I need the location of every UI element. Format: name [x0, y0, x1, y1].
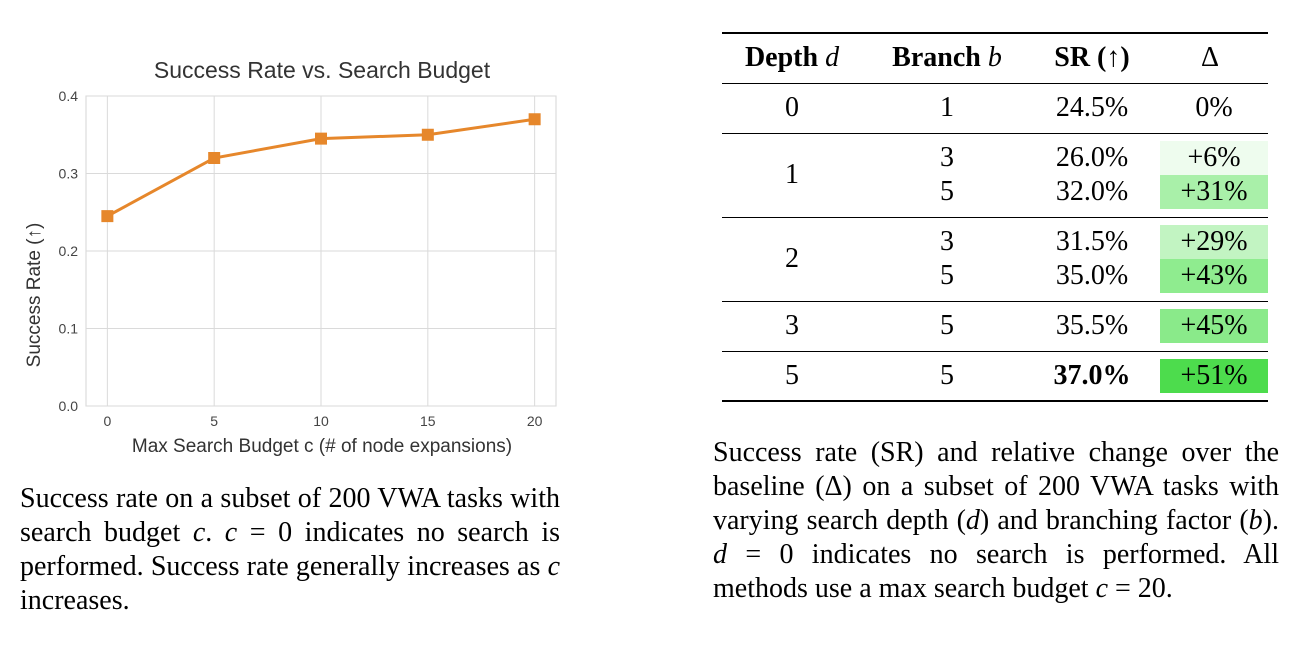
y-tick-label: 0.2 — [59, 243, 79, 259]
cell-depth: 3 — [722, 301, 862, 352]
x-tick-label: 20 — [527, 413, 543, 429]
right-caption-var-b: b — [1248, 505, 1263, 536]
x-tick-label: 0 — [103, 413, 111, 429]
chart-grid — [85, 95, 557, 407]
cell-branch: 1 — [862, 83, 1032, 134]
sr-value: 35.0% — [1055, 260, 1129, 291]
right-caption-var-d: d — [965, 505, 980, 536]
branch-value: 5 — [940, 260, 954, 291]
cell-branch: 5 — [862, 301, 1032, 352]
success-rate-chart: Success Rate vs. Search Budget 0.0 0.1 0.2… — [24, 57, 557, 457]
header-branch-label: Branch — [892, 42, 981, 74]
sr-value: 37.0% — [1053, 359, 1131, 391]
cell-depth: 5 — [722, 351, 862, 402]
delta-value: +6% — [1160, 141, 1268, 175]
branch-value: 5 — [940, 310, 954, 341]
table-row: 3 5 35.5% +45% — [722, 301, 1268, 352]
right-caption-text: ) and branching factor ( — [979, 505, 1249, 536]
cell-sr: 24.5% — [1032, 83, 1152, 134]
branch-value: 5 — [940, 359, 954, 391]
left-caption-text: = 0 indicates no search is performed. Su… — [20, 517, 560, 582]
y-tick-label: 0.3 — [59, 166, 79, 182]
data-point-marker — [528, 113, 541, 126]
right-caption: Success rate (SR) and relative change ov… — [713, 436, 1279, 606]
delta-value: 0% — [1160, 91, 1268, 125]
sr-value: 24.5% — [1055, 92, 1129, 123]
x-tick-label: 10 — [313, 413, 329, 429]
sr-value: 32.0% — [1055, 176, 1129, 207]
cell-sr: 35.5% — [1032, 301, 1152, 352]
right-caption-text: ). — [1262, 505, 1279, 536]
right-caption-text: = 0 indicates no search is performed. Al… — [713, 539, 1279, 604]
data-point-marker — [421, 128, 434, 141]
cell-sr: 26.0% 32.0% — [1032, 133, 1152, 218]
table-header-row: Depth d Branch b SR (↑) Δ — [722, 32, 1268, 84]
x-tick-label: 5 — [210, 413, 218, 429]
cell-delta: 0% — [1152, 83, 1268, 134]
cell-sr: 37.0% — [1032, 351, 1152, 402]
cell-depth: 1 — [722, 133, 862, 218]
delta-value: +43% — [1160, 259, 1268, 293]
branch-value: 5 — [940, 176, 954, 207]
left-caption-var-c: c — [547, 551, 560, 582]
table-row: 2 3 5 31.5% 35.0% +29% +43% — [722, 217, 1268, 302]
delta-value: +45% — [1160, 309, 1268, 343]
sr-value: 31.5% — [1055, 226, 1129, 257]
table-row: 1 3 5 26.0% 32.0% +6% +31% — [722, 133, 1268, 218]
x-axis-ticks: 0 5 10 15 20 — [103, 413, 542, 429]
cell-sr: 31.5% 35.0% — [1032, 217, 1152, 302]
branch-value: 3 — [940, 226, 954, 257]
right-caption-var-c: c — [1095, 573, 1108, 604]
cell-branch: 5 — [862, 351, 1032, 402]
header-depth-label: Depth — [744, 42, 819, 74]
results-table: Depth d Branch b SR (↑) Δ 0 1 24.5% 0% 1 3 5 26… — [722, 32, 1268, 402]
data-point-marker — [315, 132, 327, 145]
header-depth: Depth d — [722, 32, 862, 84]
table-row: 5 5 37.0% +51% — [722, 351, 1268, 402]
cell-delta: +45% — [1152, 301, 1268, 352]
delta-value: +51% — [1160, 358, 1268, 393]
left-caption-text: increases. — [20, 585, 130, 616]
sr-value: 26.0% — [1055, 142, 1129, 173]
left-caption-text: Success rate on a subset of 200 VWA task… — [20, 483, 560, 548]
left-caption-var-c: c — [224, 517, 238, 548]
header-sr: SR (↑) — [1032, 32, 1152, 84]
right-caption-text: Success rate (SR) and relative change ov… — [713, 437, 1279, 536]
y-tick-label: 0.4 — [59, 88, 79, 104]
header-branch: Branch b — [862, 32, 1032, 84]
right-caption-var-d: d — [713, 539, 727, 570]
right-caption-text: = 20. — [1108, 573, 1173, 604]
cell-depth: 2 — [722, 217, 862, 302]
y-axis-label: Success Rate (↑) — [24, 223, 45, 368]
delta-value: +29% — [1160, 225, 1268, 259]
x-axis-label: Max Search Budget c (# of node expansion… — [132, 436, 512, 457]
y-tick-label: 0.0 — [59, 398, 79, 414]
sr-value: 35.5% — [1055, 310, 1129, 341]
cell-depth: 0 — [722, 83, 862, 134]
branch-value: 1 — [940, 92, 954, 123]
cell-delta: +29% +43% — [1152, 217, 1268, 302]
table-row: 0 1 24.5% 0% — [722, 83, 1268, 134]
cell-delta: +6% +31% — [1152, 133, 1268, 218]
left-caption-var-c: c — [192, 517, 206, 548]
chart-title: Success Rate vs. Search Budget — [154, 57, 491, 83]
cell-delta: +51% — [1152, 351, 1268, 402]
x-tick-label: 15 — [420, 413, 436, 429]
delta-value: +31% — [1160, 175, 1268, 209]
header-delta: Δ — [1152, 32, 1268, 84]
left-caption: Success rate on a subset of 200 VWA task… — [20, 482, 560, 618]
left-caption-text: . — [205, 517, 225, 548]
header-branch-var: b — [987, 42, 1002, 74]
y-tick-label: 0.1 — [59, 321, 79, 337]
header-depth-var: d — [825, 42, 840, 74]
chart-series — [101, 113, 541, 223]
y-axis-ticks: 0.0 0.1 0.2 0.3 0.4 — [59, 88, 79, 414]
branch-value: 3 — [940, 142, 954, 173]
data-point-marker — [208, 152, 221, 164]
data-point-marker — [101, 210, 114, 223]
